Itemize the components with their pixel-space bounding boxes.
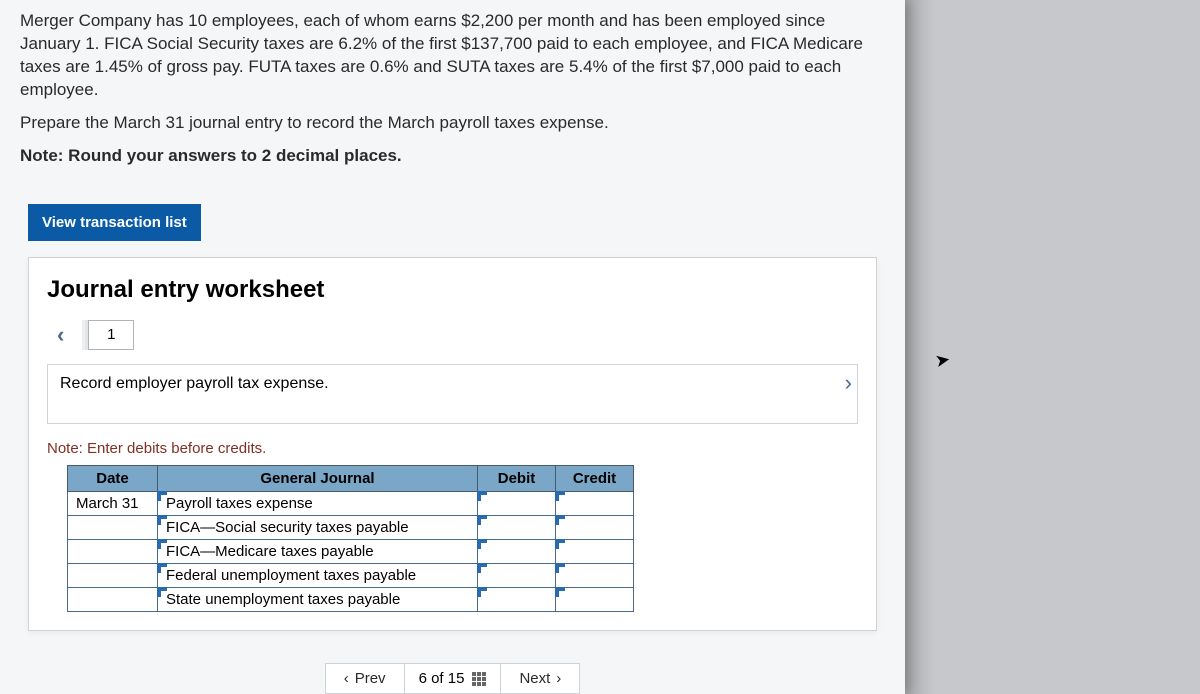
header-date: Date xyxy=(68,465,158,491)
table-row: March 31 Payroll taxes expense xyxy=(68,491,634,515)
cell-date[interactable] xyxy=(68,587,158,611)
entry-prompt: Record employer payroll tax expense. xyxy=(47,364,858,424)
debits-before-credits-note: Note: Enter debits before credits. xyxy=(47,440,858,457)
cell-credit[interactable] xyxy=(556,491,634,515)
background-shade xyxy=(905,0,1200,694)
cell-debit[interactable] xyxy=(478,515,556,539)
page-position: 6 of 15 xyxy=(405,663,501,694)
pager-prev-icon[interactable]: ‹ xyxy=(47,322,74,348)
header-debit: Debit xyxy=(478,465,556,491)
content-page: Merger Company has 10 employees, each of… xyxy=(0,0,905,694)
table-row: State unemployment taxes payable xyxy=(68,587,634,611)
cell-debit[interactable] xyxy=(478,539,556,563)
cell-credit[interactable] xyxy=(556,587,634,611)
cell-credit[interactable] xyxy=(556,515,634,539)
problem-note: Note: Round your answers to 2 decimal pl… xyxy=(20,145,885,168)
chevron-right-icon: › xyxy=(556,670,561,687)
cell-credit[interactable] xyxy=(556,563,634,587)
table-row: FICA—Social security taxes payable xyxy=(68,515,634,539)
cell-account[interactable]: Payroll taxes expense xyxy=(158,491,478,515)
pager-page-box[interactable]: 1 xyxy=(88,320,134,350)
next-label: Next xyxy=(519,670,550,687)
problem-statement: Merger Company has 10 employees, each of… xyxy=(20,10,885,168)
cell-debit[interactable] xyxy=(478,587,556,611)
header-general-journal: General Journal xyxy=(158,465,478,491)
view-transaction-list-button[interactable]: View transaction list xyxy=(28,204,201,241)
prev-label: Prev xyxy=(355,670,386,687)
table-header-row: Date General Journal Debit Credit xyxy=(68,465,634,491)
problem-paragraph-1: Merger Company has 10 employees, each of… xyxy=(20,10,885,102)
cell-account[interactable]: FICA—Social security taxes payable xyxy=(158,515,478,539)
problem-paragraph-2: Prepare the March 31 journal entry to re… xyxy=(20,112,885,135)
cell-date[interactable]: March 31 xyxy=(68,491,158,515)
prev-button[interactable]: ‹ Prev xyxy=(325,663,405,694)
cell-debit[interactable] xyxy=(478,563,556,587)
next-button[interactable]: Next › xyxy=(500,663,580,694)
table-row: FICA—Medicare taxes payable xyxy=(68,539,634,563)
footer-navigation: ‹ Prev 6 of 15 Next › xyxy=(0,657,905,694)
cell-credit[interactable] xyxy=(556,539,634,563)
worksheet-title: Journal entry worksheet xyxy=(47,276,858,304)
cell-debit[interactable] xyxy=(478,491,556,515)
cell-account[interactable]: Federal unemployment taxes payable xyxy=(158,563,478,587)
cell-account[interactable]: FICA—Medicare taxes payable xyxy=(158,539,478,563)
cell-account[interactable]: State unemployment taxes payable xyxy=(158,587,478,611)
grid-icon[interactable] xyxy=(472,672,486,686)
header-credit: Credit xyxy=(556,465,634,491)
journal-entry-worksheet: Journal entry worksheet ‹ 1 › Record emp… xyxy=(28,257,877,631)
cell-date[interactable] xyxy=(68,539,158,563)
chevron-left-icon: ‹ xyxy=(344,670,349,687)
table-row: Federal unemployment taxes payable xyxy=(68,563,634,587)
cell-date[interactable] xyxy=(68,515,158,539)
journal-table: Date General Journal Debit Credit March … xyxy=(67,465,634,612)
cell-date[interactable] xyxy=(68,563,158,587)
position-text: 6 of 15 xyxy=(419,670,465,687)
worksheet-pager: ‹ 1 xyxy=(47,320,858,350)
pager-next-icon[interactable]: › xyxy=(845,370,852,396)
